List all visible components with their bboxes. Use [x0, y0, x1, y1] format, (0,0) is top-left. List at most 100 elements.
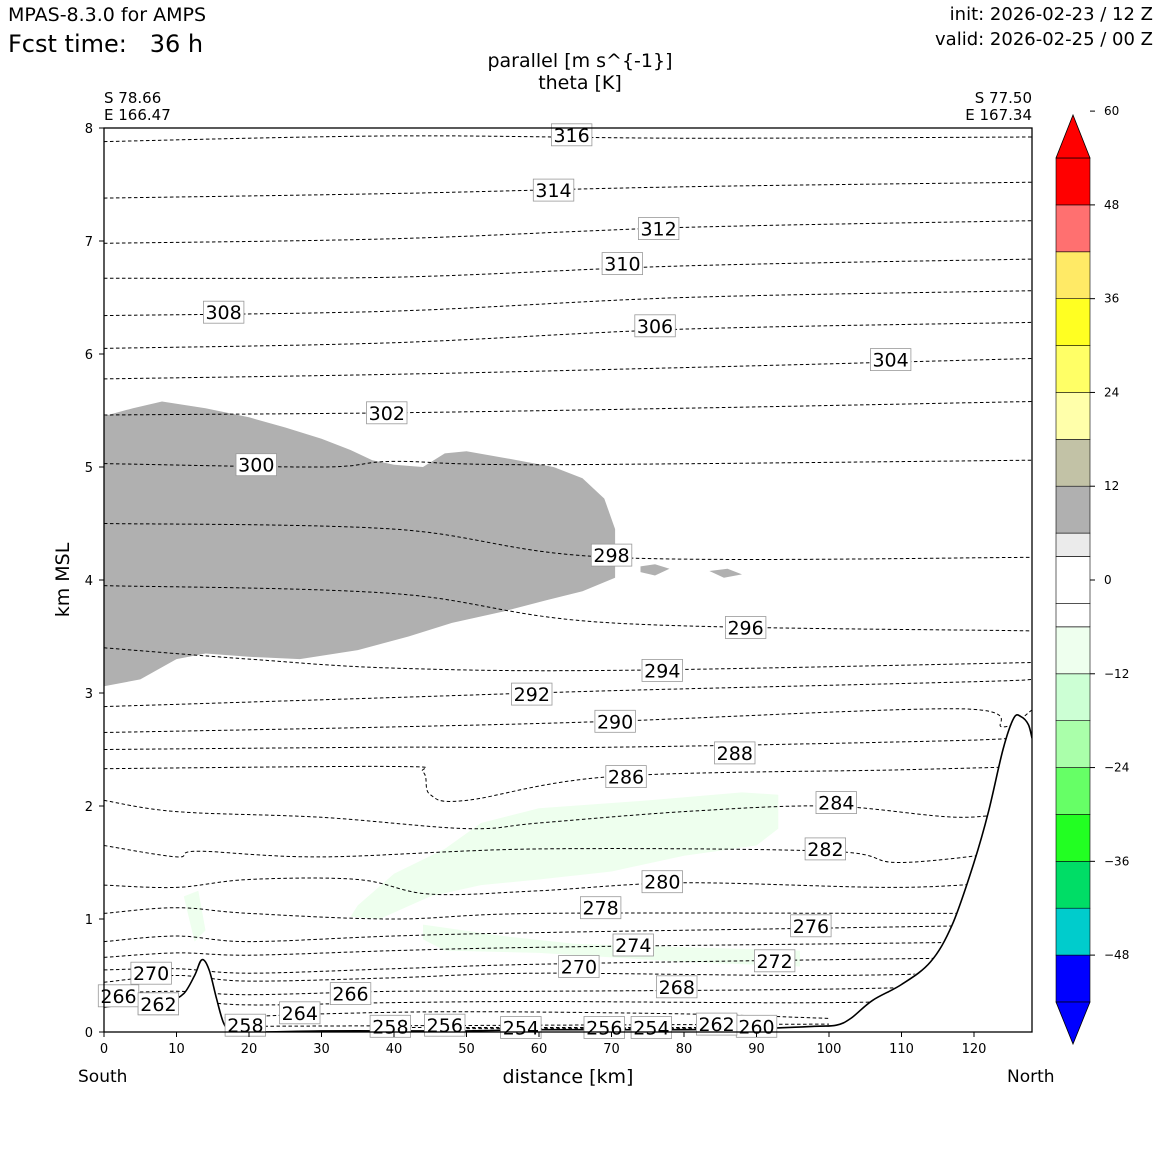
contour-label-286: 286 [605, 765, 647, 789]
contour-label-extra-4: 256 [583, 1016, 625, 1040]
theta-contour-286 [104, 765, 1032, 802]
contour-label-extra-0: 270 [130, 961, 172, 985]
model-title: MPAS-8.3.0 for AMPS [8, 4, 207, 26]
y-tick-label-1: 1 [85, 913, 93, 928]
contour-label-extra-1: 266 [97, 984, 140, 1008]
theta-contour-274 [104, 941, 1032, 958]
shaded-region-0 [104, 401, 616, 687]
contour-label-304: 304 [870, 348, 912, 372]
colorbar-segment-9 [1055, 556, 1091, 604]
y-tick-label-2: 2 [85, 800, 93, 815]
south-end-label: South [78, 1067, 127, 1087]
svg-text:296: 296 [727, 618, 763, 640]
svg-text:298: 298 [593, 545, 629, 567]
contour-label-extra-3: 258 [369, 1014, 412, 1038]
colorbar-segment-8 [1055, 603, 1091, 628]
contour-label-306: 306 [634, 314, 676, 338]
theta-contour-316 [104, 135, 1032, 143]
theta-contour-302 [104, 401, 1032, 416]
contour-label-312: 312 [638, 217, 680, 241]
left-endpoint-lon: E 166.47 [104, 106, 171, 124]
x-tick-label-60: 60 [531, 1042, 548, 1057]
colorbar-under-arrow [1055, 1001, 1091, 1046]
colorbar-segment-10 [1055, 532, 1091, 557]
contour-label-254: 254 [500, 1016, 542, 1040]
theta-contour-310 [104, 258, 1032, 279]
colorbar-tick-label-9: −48 [1104, 948, 1129, 962]
svg-text:314: 314 [535, 180, 571, 202]
x-tick-label-80: 80 [676, 1042, 693, 1057]
colorbar-segment-16 [1055, 251, 1091, 300]
contour-label-extra-2: 262 [137, 992, 180, 1016]
colorbar-tick-label-3: 24 [1104, 385, 1119, 399]
contour-label-274: 274 [612, 933, 654, 957]
colorbar-segment-18 [1055, 157, 1091, 206]
contour-label-278: 278 [580, 896, 622, 920]
contour-label-302: 302 [366, 401, 408, 425]
svg-text:300: 300 [238, 455, 274, 477]
svg-text:306: 306 [637, 316, 673, 338]
titles-layer: parallel [m s^{-1}]theta [K] S 78.66E 166… [104, 50, 1032, 124]
chart-title-line-1: parallel [m s^{-1}] [487, 50, 672, 72]
theta-contour-260 [538, 1023, 830, 1026]
x-tick-label-0: 0 [100, 1042, 108, 1057]
x-tick-label-40: 40 [386, 1042, 403, 1057]
svg-text:270: 270 [561, 957, 597, 979]
y-axis-label: km MSL [52, 542, 74, 617]
x-tick-label-120: 120 [962, 1042, 987, 1057]
svg-text:284: 284 [818, 793, 854, 815]
theta-contour-290 [104, 708, 1032, 733]
contour-label-300: 300 [235, 453, 277, 477]
colorbar-tick-label-1: 48 [1104, 198, 1119, 212]
svg-text:280: 280 [644, 872, 680, 894]
colorbar-segment-4 [1055, 767, 1091, 815]
theta-contour-278 [104, 907, 1032, 920]
svg-text:316: 316 [553, 125, 589, 147]
svg-text:310: 310 [604, 254, 640, 276]
contour-label-276: 276 [790, 914, 832, 938]
svg-text:278: 278 [582, 898, 618, 920]
x-tick-label-20: 20 [241, 1042, 258, 1057]
svg-text:294: 294 [644, 660, 680, 682]
svg-text:286: 286 [608, 767, 644, 789]
colorbar-segment-3 [1055, 814, 1091, 862]
y-tick-label-7: 7 [85, 235, 93, 250]
svg-text:290: 290 [597, 711, 633, 733]
contour-label-288: 288 [714, 741, 756, 765]
theta-contour-306 [104, 321, 1032, 349]
svg-text:254: 254 [503, 1018, 539, 1040]
y-tick-label-3: 3 [85, 687, 93, 702]
theta-contour-294 [104, 647, 1032, 672]
x-tick-label-100: 100 [817, 1042, 842, 1057]
colorbar-segment-7 [1055, 626, 1091, 675]
terrain-fill [104, 716, 1032, 1032]
shading-layer [104, 401, 800, 967]
contour-label-316: 316 [551, 123, 593, 147]
svg-text:260: 260 [738, 1016, 774, 1038]
theta-contour-292 [104, 678, 1032, 708]
forecast-time-label: Fcst time: [8, 30, 127, 58]
x-tick-label-70: 70 [603, 1042, 620, 1057]
svg-text:256: 256 [427, 1015, 463, 1037]
y-tick-label-6: 6 [85, 348, 93, 363]
svg-text:254: 254 [633, 1018, 669, 1040]
contour-label-264: 264 [279, 1001, 321, 1025]
svg-text:312: 312 [640, 219, 676, 241]
colorbar-segment-15 [1055, 298, 1091, 346]
colorbar-segment-17 [1055, 204, 1091, 253]
svg-text:262: 262 [140, 994, 176, 1016]
valid-time: valid: 2026-02-25 / 00 Z [935, 29, 1153, 50]
contour-label-extra-5: 254 [630, 1016, 672, 1040]
svg-text:308: 308 [205, 302, 241, 324]
colorbar-segment-13 [1055, 392, 1091, 440]
chart-title-line-2: theta [K] [538, 72, 622, 94]
x-axis-label: distance [km] [503, 1066, 634, 1088]
svg-text:272: 272 [756, 951, 792, 973]
svg-text:274: 274 [615, 935, 651, 957]
svg-text:268: 268 [659, 977, 695, 999]
x-tick-label-10: 10 [168, 1042, 185, 1057]
x-tick-label-90: 90 [748, 1042, 765, 1057]
y-tick-label-4: 4 [85, 574, 93, 589]
contour-label-258: 258 [224, 1013, 267, 1037]
theta-contour-288 [104, 735, 1032, 750]
